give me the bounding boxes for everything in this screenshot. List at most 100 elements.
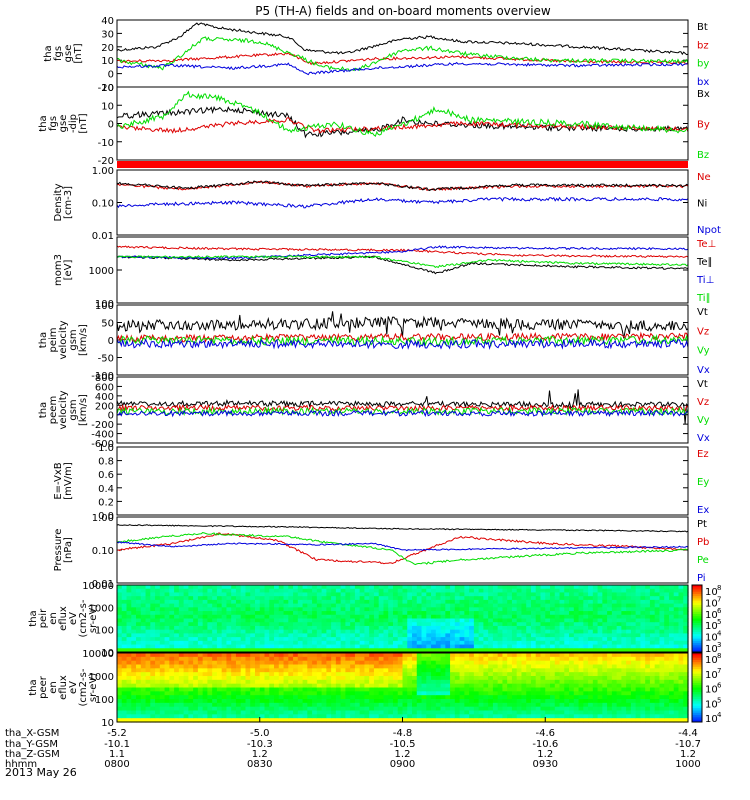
heatmap-cell bbox=[654, 592, 661, 597]
heatmap-cell bbox=[402, 699, 408, 704]
heatmap-cell bbox=[240, 699, 247, 704]
heatmap-cell bbox=[559, 648, 565, 653]
heatmap-cell bbox=[407, 656, 413, 662]
heatmap-cell bbox=[440, 599, 446, 605]
heatmap-cell bbox=[188, 637, 194, 642]
heatmap-cell bbox=[492, 687, 499, 692]
heatmap-cell bbox=[592, 622, 599, 627]
heatmap-cell bbox=[169, 672, 175, 677]
heatmap-cell bbox=[678, 683, 684, 689]
heatmap-cell bbox=[473, 625, 480, 631]
heatmap-cell bbox=[645, 679, 651, 685]
heatmap-cell bbox=[383, 687, 389, 692]
heatmap-cell bbox=[212, 676, 218, 681]
heatmap-cell bbox=[431, 622, 437, 627]
heatmap-cell bbox=[188, 633, 194, 638]
heatmap-cell bbox=[364, 585, 370, 590]
heatmap-cell bbox=[245, 596, 251, 601]
heatmap-cell bbox=[497, 672, 504, 677]
heatmap-cell bbox=[388, 622, 394, 627]
heatmap-cell bbox=[283, 648, 289, 653]
heatmap-cell bbox=[573, 637, 580, 642]
heatmap-cell bbox=[602, 629, 608, 634]
heatmap-cell bbox=[293, 718, 299, 723]
heatmap-cell bbox=[516, 629, 523, 634]
heatmap-cell bbox=[383, 718, 389, 723]
heatmap-cell bbox=[288, 592, 294, 597]
heatmap-cell bbox=[521, 660, 527, 666]
panel-frame bbox=[116, 169, 689, 236]
heatmap-cell bbox=[288, 644, 294, 649]
heatmap-cell bbox=[302, 656, 308, 662]
heatmap-cell bbox=[607, 648, 613, 653]
heatmap-cell bbox=[369, 588, 375, 594]
heatmap-cell bbox=[426, 592, 432, 597]
heatmap-cell bbox=[664, 653, 670, 658]
heatmap-cell bbox=[440, 607, 446, 612]
heatmap-cell bbox=[435, 644, 442, 649]
heatmap-cell bbox=[126, 687, 132, 692]
heatmap-cell bbox=[459, 660, 465, 666]
heatmap-cell bbox=[521, 683, 527, 689]
heatmap-cell bbox=[654, 714, 661, 719]
heatmap-cell bbox=[654, 599, 661, 605]
heatmap-cell bbox=[259, 614, 266, 620]
heatmap-cell bbox=[645, 702, 651, 708]
heatmap-cell bbox=[183, 637, 189, 642]
heatmap-cell bbox=[683, 592, 689, 597]
heatmap-cell bbox=[159, 706, 166, 712]
colorbar-step bbox=[692, 705, 702, 709]
heatmap-cell bbox=[235, 660, 242, 666]
heatmap-cell bbox=[307, 622, 313, 627]
heatmap-peer bbox=[117, 653, 689, 723]
heatmap-cell bbox=[278, 687, 285, 692]
heatmap-cell bbox=[150, 687, 156, 692]
heatmap-cell bbox=[274, 687, 280, 692]
heatmap-cell bbox=[288, 640, 294, 646]
heatmap-cell bbox=[335, 653, 342, 658]
heatmap-cell bbox=[511, 599, 518, 605]
heatmap-cell bbox=[454, 592, 461, 597]
heatmap-cell bbox=[235, 633, 242, 638]
heatmap-cell bbox=[640, 699, 646, 704]
legend-entry: Pe bbox=[697, 555, 709, 566]
heatmap-cell bbox=[321, 676, 327, 681]
heatmap-cell bbox=[583, 706, 589, 712]
heatmap-cell bbox=[183, 614, 189, 620]
heatmap-cell bbox=[297, 653, 304, 658]
heatmap-cell bbox=[307, 592, 313, 597]
heatmap-cell bbox=[488, 629, 494, 634]
heatmap-cell bbox=[373, 695, 380, 700]
heatmap-cell bbox=[535, 637, 542, 642]
heatmap-cell bbox=[416, 640, 423, 646]
heatmap-cell bbox=[588, 687, 594, 692]
heatmap-cell bbox=[683, 656, 689, 662]
heatmap-cell bbox=[431, 710, 437, 715]
heatmap-cell bbox=[388, 588, 394, 594]
heatmap-cell bbox=[155, 702, 161, 708]
heatmap-cell bbox=[392, 614, 399, 620]
heatmap-cell bbox=[611, 585, 618, 590]
heatmap-cell bbox=[502, 676, 508, 681]
heatmap-cell bbox=[511, 664, 518, 669]
heatmap-cell bbox=[588, 607, 594, 612]
xaxis-tick-label: 0800 bbox=[104, 759, 129, 770]
heatmap-cell bbox=[126, 648, 132, 653]
heatmap-cell bbox=[440, 702, 446, 708]
heatmap-cell bbox=[274, 691, 280, 696]
heatmap-cell bbox=[483, 585, 489, 590]
heatmap-cell bbox=[250, 676, 256, 681]
heatmap-cell bbox=[159, 718, 166, 723]
heatmap-cell bbox=[307, 656, 313, 662]
heatmap-cell bbox=[630, 676, 637, 681]
heatmap-cell bbox=[354, 648, 361, 653]
heatmap-cell bbox=[530, 664, 537, 669]
heatmap-cell bbox=[492, 637, 499, 642]
heatmap-cell bbox=[269, 676, 275, 681]
heatmap-cell bbox=[159, 596, 166, 601]
heatmap-cell bbox=[150, 660, 156, 666]
heatmap-cell bbox=[540, 656, 546, 662]
heatmap-cell bbox=[250, 656, 256, 662]
heatmap-cell bbox=[197, 679, 204, 685]
heatmap-cell bbox=[683, 695, 689, 700]
